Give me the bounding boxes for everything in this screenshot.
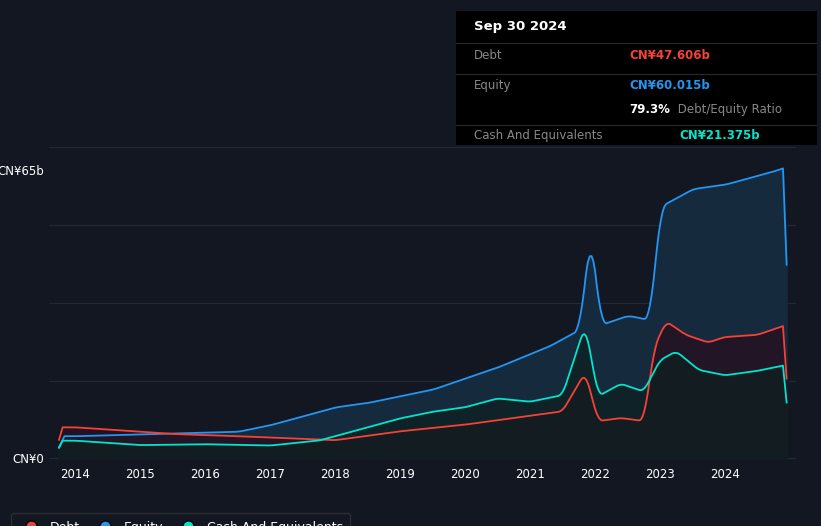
Text: CN¥47.606b: CN¥47.606b <box>629 49 710 63</box>
Legend: Debt, Equity, Cash And Equivalents: Debt, Equity, Cash And Equivalents <box>11 513 351 526</box>
Text: Debt/Equity Ratio: Debt/Equity Ratio <box>674 103 782 116</box>
Text: Equity: Equity <box>474 79 511 92</box>
Text: Debt: Debt <box>474 49 502 63</box>
Text: CN¥21.375b: CN¥21.375b <box>680 128 760 141</box>
Text: CN¥60.015b: CN¥60.015b <box>629 79 710 92</box>
Text: 79.3%: 79.3% <box>629 103 670 116</box>
Text: Sep 30 2024: Sep 30 2024 <box>474 20 566 33</box>
Text: Cash And Equivalents: Cash And Equivalents <box>474 128 603 141</box>
